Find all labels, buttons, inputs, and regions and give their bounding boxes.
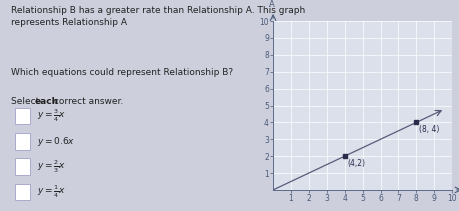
Text: correct answer.: correct answer. bbox=[51, 97, 123, 106]
Text: $y = \frac{3}{4}x$: $y = \frac{3}{4}x$ bbox=[37, 108, 66, 124]
Text: each: each bbox=[34, 97, 58, 106]
Text: (4,2): (4,2) bbox=[347, 159, 365, 168]
FancyBboxPatch shape bbox=[15, 158, 30, 175]
FancyBboxPatch shape bbox=[15, 184, 30, 200]
Text: $y = 0.6x$: $y = 0.6x$ bbox=[37, 135, 75, 148]
Text: $y = \frac{2}{3}x$: $y = \frac{2}{3}x$ bbox=[37, 158, 66, 175]
Text: $y = \frac{1}{4}x$: $y = \frac{1}{4}x$ bbox=[37, 184, 66, 200]
FancyBboxPatch shape bbox=[15, 108, 30, 124]
Text: Which equations could represent Relationship B?: Which equations could represent Relation… bbox=[11, 68, 233, 77]
Text: Select: Select bbox=[11, 97, 42, 106]
Text: Relationship B has a greater rate than Relationship A. This graph
represents Rel: Relationship B has a greater rate than R… bbox=[11, 6, 305, 27]
FancyBboxPatch shape bbox=[15, 133, 30, 150]
Text: A: A bbox=[269, 0, 274, 9]
Text: (8, 4): (8, 4) bbox=[419, 125, 439, 134]
